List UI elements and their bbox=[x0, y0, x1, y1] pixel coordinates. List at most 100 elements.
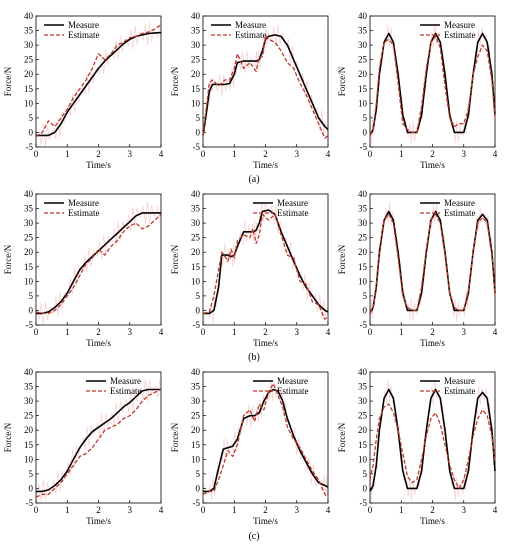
noise-trace bbox=[36, 378, 161, 503]
y-tick-label: 40 bbox=[191, 189, 201, 199]
x-tick-label: 0 bbox=[201, 327, 206, 337]
y-tick-label: 35 bbox=[24, 26, 34, 36]
x-tick-label: 2 bbox=[263, 327, 268, 337]
series-line-estimate bbox=[35, 388, 162, 498]
y-tick-label: 5 bbox=[196, 113, 201, 123]
series-line-measure bbox=[203, 388, 329, 493]
x-tick-label: 3 bbox=[462, 327, 467, 337]
series-line-measure bbox=[36, 31, 162, 137]
legend-label-estimate: Estimate bbox=[277, 208, 309, 218]
y-axis-label: Force/N bbox=[3, 244, 13, 274]
panel-label-b: (b) bbox=[248, 352, 260, 363]
y-axis-label: Force/N bbox=[3, 422, 13, 452]
y-tick-label: 10 bbox=[191, 454, 201, 464]
legend-label-estimate: Estimate bbox=[444, 386, 476, 396]
y-tick-label: 5 bbox=[363, 469, 368, 479]
y-tick-label: 20 bbox=[358, 69, 368, 79]
y-tick-label: 20 bbox=[358, 247, 368, 257]
y-tick-label: 30 bbox=[24, 396, 34, 406]
legend-label-estimate: Estimate bbox=[110, 386, 142, 396]
y-tick-label: 15 bbox=[24, 84, 34, 94]
y-tick-label: 5 bbox=[29, 469, 34, 479]
x-tick-label: 3 bbox=[295, 505, 300, 515]
x-tick-label: 2 bbox=[263, 149, 268, 159]
y-tick-label: -5 bbox=[26, 142, 34, 152]
legend-label-estimate: Estimate bbox=[68, 30, 100, 40]
legend-label-estimate: Estimate bbox=[235, 30, 267, 40]
legend-label-measure: Measure bbox=[444, 20, 475, 30]
y-tick-label: 20 bbox=[24, 69, 34, 79]
x-tick-label: 3 bbox=[128, 505, 133, 515]
y-tick-label: 5 bbox=[363, 113, 368, 123]
legend-label-measure: Measure bbox=[277, 376, 308, 386]
x-tick-label: 0 bbox=[368, 149, 373, 159]
y-tick-label: 40 bbox=[24, 189, 34, 199]
noise-trace bbox=[36, 22, 161, 147]
y-tick-label: 40 bbox=[24, 11, 34, 21]
y-tick-label: 25 bbox=[358, 233, 368, 243]
y-tick-label: 40 bbox=[358, 367, 368, 377]
y-tick-label: 15 bbox=[24, 440, 34, 450]
x-tick-label: 4 bbox=[493, 327, 498, 337]
x-tick-label: 1 bbox=[232, 327, 237, 337]
x-tick-label: 1 bbox=[399, 327, 404, 337]
x-tick-label: 1 bbox=[65, 149, 70, 159]
y-tick-label: 5 bbox=[29, 291, 34, 301]
y-tick-label: 25 bbox=[358, 411, 368, 421]
y-axis-label: Force/N bbox=[337, 66, 347, 96]
y-tick-label: 5 bbox=[196, 469, 201, 479]
y-tick-label: 15 bbox=[191, 84, 201, 94]
y-tick-label: 30 bbox=[191, 396, 201, 406]
x-tick-label: 1 bbox=[399, 505, 404, 515]
x-tick-label: 0 bbox=[368, 505, 373, 515]
legend-label-measure: Measure bbox=[277, 198, 308, 208]
series-line-measure bbox=[369, 388, 496, 492]
y-tick-label: 30 bbox=[24, 40, 34, 50]
y-tick-label: 35 bbox=[24, 382, 34, 392]
y-tick-label: 10 bbox=[24, 454, 34, 464]
y-tick-label: 0 bbox=[196, 483, 201, 493]
x-tick-label: 4 bbox=[326, 505, 331, 515]
y-tick-label: -5 bbox=[360, 498, 368, 508]
y-tick-label: -5 bbox=[193, 142, 201, 152]
y-tick-label: 25 bbox=[24, 55, 34, 65]
y-tick-label: 5 bbox=[29, 113, 34, 123]
y-tick-label: 30 bbox=[24, 218, 34, 228]
y-tick-label: 10 bbox=[358, 454, 368, 464]
y-tick-label: 30 bbox=[358, 218, 368, 228]
y-axis-label: Force/N bbox=[170, 66, 180, 96]
legend-label-measure: Measure bbox=[235, 20, 266, 30]
series-line-measure bbox=[369, 32, 496, 136]
x-tick-label: 3 bbox=[462, 149, 467, 159]
series-line-estimate bbox=[202, 213, 329, 320]
y-tick-label: -5 bbox=[26, 498, 34, 508]
y-axis-label: Force/N bbox=[3, 66, 13, 96]
x-tick-label: 1 bbox=[65, 505, 70, 515]
series-line-estimate bbox=[202, 382, 329, 498]
y-tick-label: 25 bbox=[191, 411, 201, 421]
x-axis-label: Time/s bbox=[86, 160, 111, 170]
y-tick-label: -5 bbox=[193, 498, 201, 508]
x-tick-label: 2 bbox=[430, 327, 435, 337]
y-tick-label: 5 bbox=[363, 291, 368, 301]
panel-label-a: (a) bbox=[248, 174, 260, 185]
y-tick-label: 40 bbox=[358, 189, 368, 199]
y-tick-label: 30 bbox=[191, 218, 201, 228]
y-axis-label: Force/N bbox=[170, 422, 180, 452]
x-tick-label: 4 bbox=[159, 327, 164, 337]
y-tick-label: 25 bbox=[358, 55, 368, 65]
x-tick-label: 2 bbox=[96, 327, 101, 337]
y-tick-label: 15 bbox=[358, 262, 368, 272]
x-tick-label: 3 bbox=[462, 505, 467, 515]
x-tick-label: 4 bbox=[326, 327, 331, 337]
x-tick-label: 4 bbox=[159, 149, 164, 159]
y-tick-label: 0 bbox=[196, 127, 201, 137]
